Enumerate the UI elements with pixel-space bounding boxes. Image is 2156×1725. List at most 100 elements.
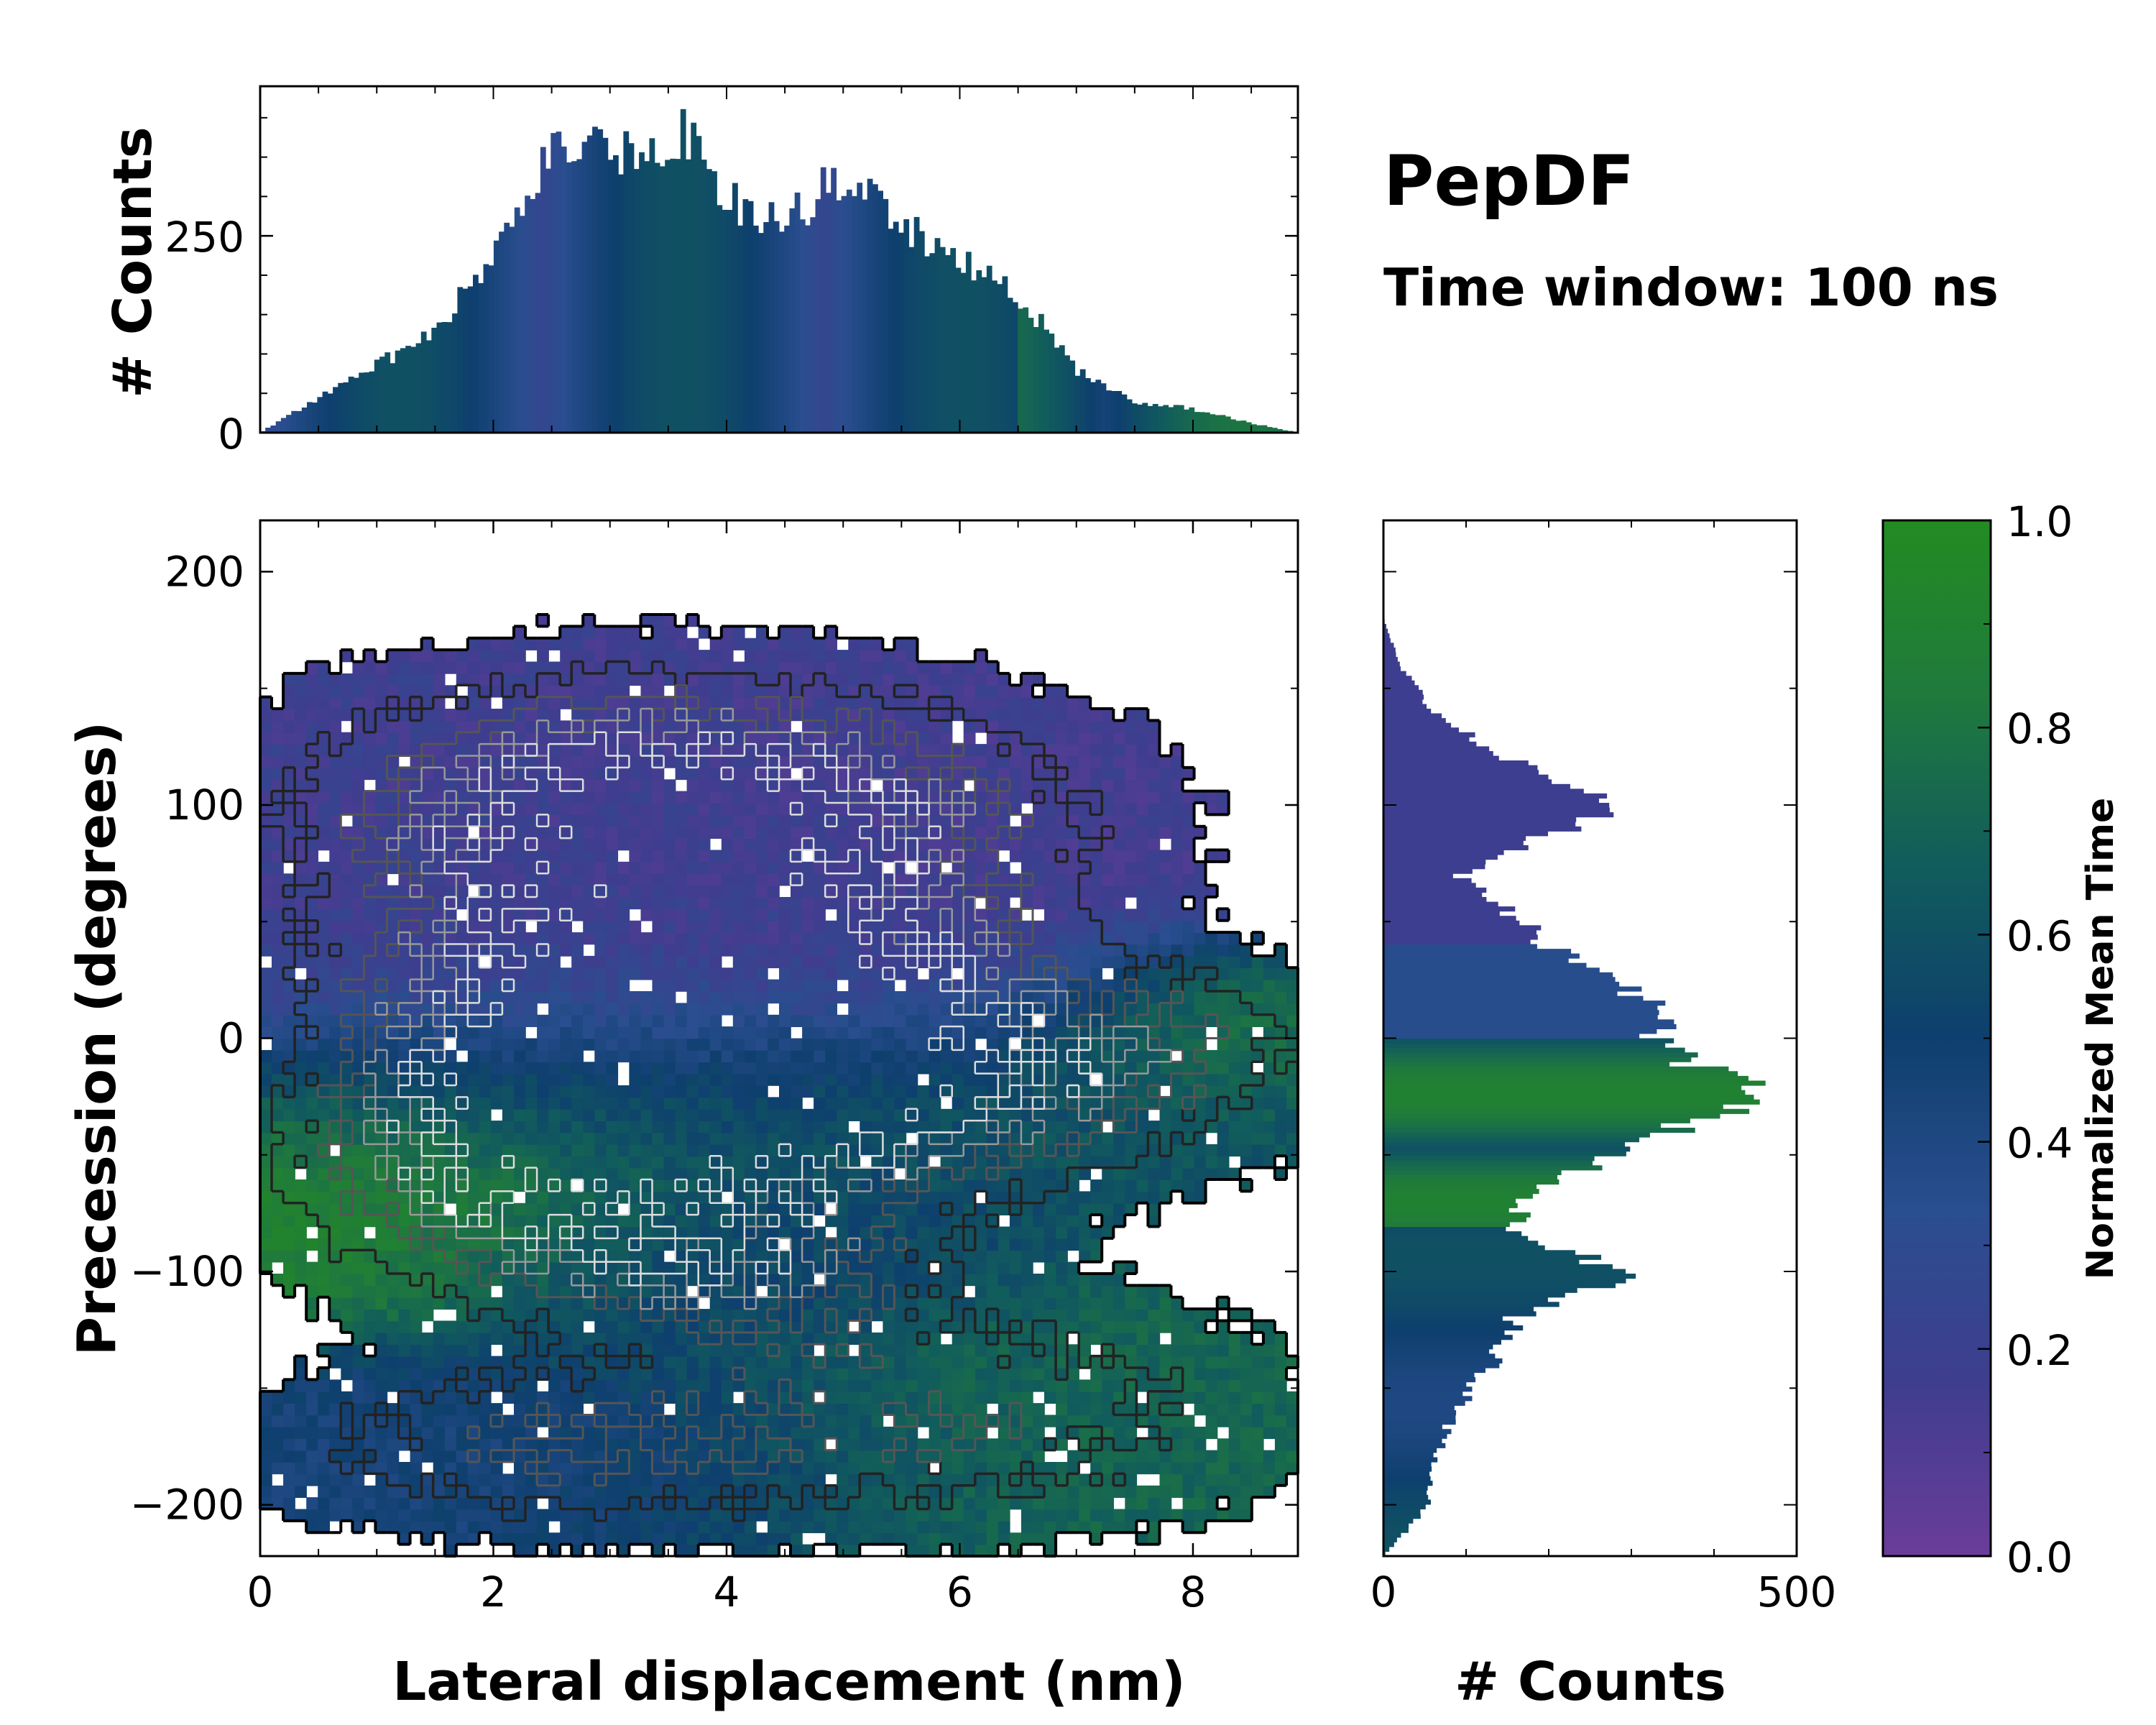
heatmap-cell — [364, 1014, 377, 1027]
heatmap-cell — [906, 1462, 918, 1475]
heatmap-cell — [548, 779, 561, 792]
heatmap-cell — [871, 850, 884, 862]
heatmap-cell — [860, 1450, 872, 1463]
heatmap-cell — [295, 1426, 307, 1440]
heatmap-cell — [525, 1438, 538, 1451]
heatmap-cell — [283, 1073, 295, 1086]
heatmap-cell — [617, 1309, 630, 1322]
heatmap-cell — [883, 1332, 895, 1346]
heatmap-cell — [652, 967, 665, 980]
heatmap-cell — [318, 838, 330, 851]
heatmap-cell — [502, 838, 515, 851]
heatmap-cell — [387, 1191, 400, 1204]
heatmap-cell — [502, 1332, 515, 1346]
heatmap-cell — [640, 1261, 653, 1274]
heatmap-cell — [963, 873, 976, 886]
heatmap-cell — [975, 1414, 987, 1427]
heatmap-cell — [986, 814, 999, 827]
heatmap-cell — [295, 1073, 307, 1086]
heatmap-cell — [433, 720, 446, 733]
heatmap-cell — [410, 1320, 423, 1333]
heatmap-cell — [837, 1497, 849, 1510]
histogram-bar — [354, 377, 359, 433]
heatmap-cell — [525, 955, 538, 969]
heatmap-cell — [721, 1250, 734, 1263]
heatmap-cell — [594, 1532, 607, 1545]
heatmap-cell — [986, 1003, 999, 1016]
heatmap-cell — [318, 1026, 330, 1039]
heatmap-cell — [894, 1356, 907, 1368]
heatmap-cell — [525, 1108, 538, 1121]
heatmap-cell — [467, 1026, 480, 1039]
heatmap-cell — [721, 1509, 734, 1522]
heatmap-cell — [502, 932, 515, 945]
heatmap-cell — [814, 1520, 826, 1534]
heatmap-cell — [755, 1121, 768, 1133]
heatmap-cell — [456, 696, 469, 709]
heatmap-cell — [883, 1261, 895, 1274]
heatmap-cell — [871, 908, 884, 921]
heatmap-cell — [929, 791, 941, 804]
heatmap-cell — [814, 1226, 826, 1239]
heatmap-cell — [295, 779, 307, 792]
heatmap-cell — [744, 1132, 757, 1145]
heatmap-cell — [894, 920, 907, 933]
heatmap-cell — [456, 803, 469, 816]
heatmap-cell — [525, 1462, 538, 1475]
heatmap-cell — [571, 1038, 584, 1051]
heatmap-cell — [917, 1509, 930, 1522]
heatmap-cell — [663, 732, 676, 745]
heatmap-cell — [940, 1450, 953, 1463]
heatmap-cell — [883, 1450, 895, 1463]
heatmap-cell — [675, 1438, 688, 1451]
heatmap-cell — [375, 955, 388, 969]
heatmap-cell — [883, 1391, 895, 1404]
heatmap-cell — [675, 767, 688, 781]
heatmap-cell — [825, 1073, 837, 1086]
heatmap-cell — [490, 991, 503, 1004]
heatmap-cell — [571, 826, 584, 839]
heatmap-cell — [837, 1191, 849, 1204]
heatmap-cell — [652, 1049, 665, 1063]
heatmap-cell — [940, 1073, 953, 1086]
heatmap-cell — [791, 1121, 803, 1133]
heatmap-cell — [272, 1191, 284, 1204]
heatmap-cell — [814, 720, 826, 733]
heatmap-cell — [341, 826, 354, 839]
heatmap-cell — [410, 685, 423, 698]
heatmap-cell — [791, 1414, 803, 1427]
heatmap-cell — [583, 1391, 595, 1404]
heatmap-cell — [894, 1403, 907, 1416]
heatmap-cell — [364, 720, 377, 733]
heatmap-cell — [433, 1497, 446, 1510]
heatmap-cell — [860, 1215, 872, 1228]
heatmap-cell — [594, 1167, 607, 1180]
heatmap-cell — [387, 850, 400, 862]
heatmap-cell — [986, 1121, 999, 1133]
heatmap-cell — [318, 1003, 330, 1016]
heatmap-cell — [686, 932, 699, 945]
heatmap-cell — [364, 979, 377, 992]
heatmap-cell — [514, 1038, 526, 1051]
heatmap-cell — [421, 979, 434, 992]
heatmap-cell — [387, 709, 400, 722]
heatmap-cell — [652, 861, 665, 875]
heatmap-cell — [929, 1426, 941, 1440]
heatmap-cell — [917, 1485, 930, 1498]
heatmap-cell — [975, 1179, 987, 1192]
heatmap-cell — [479, 1156, 492, 1169]
heatmap-cell — [929, 944, 941, 957]
heatmap-cell — [848, 1261, 861, 1274]
heatmap-cell — [272, 1167, 284, 1180]
heatmap-cell — [571, 1403, 584, 1416]
heatmap-cell — [318, 1132, 330, 1145]
heatmap-cell — [744, 1261, 757, 1274]
heatmap-cell — [732, 1532, 745, 1545]
heatmap-cell — [272, 838, 284, 851]
heatmap-cell — [571, 1414, 584, 1427]
heatmap-cell — [640, 1485, 653, 1498]
heatmap-cell — [952, 1438, 964, 1451]
heatmap-cell — [860, 1144, 872, 1157]
heatmap-cell — [548, 1344, 561, 1357]
